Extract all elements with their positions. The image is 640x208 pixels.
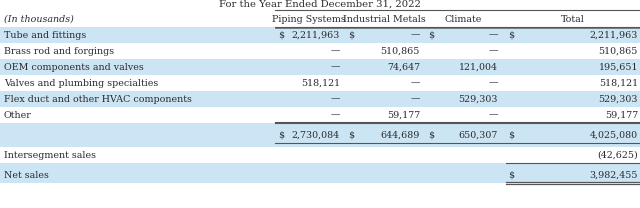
Text: 518,121: 518,121 <box>599 78 638 88</box>
Text: 529,303: 529,303 <box>598 94 638 104</box>
Bar <box>0 59 640 75</box>
Text: —: — <box>488 110 498 120</box>
Text: $: $ <box>278 31 284 40</box>
Text: OEM components and valves: OEM components and valves <box>4 62 144 72</box>
Text: 2,211,963: 2,211,963 <box>589 31 638 40</box>
Text: Total: Total <box>561 15 585 24</box>
Text: Climate: Climate <box>444 15 482 24</box>
Text: —: — <box>330 62 340 72</box>
Text: $: $ <box>348 31 354 40</box>
Text: 518,121: 518,121 <box>301 78 340 88</box>
Text: (In thousands): (In thousands) <box>4 15 74 24</box>
Text: 529,303: 529,303 <box>458 94 498 104</box>
Text: Flex duct and other HVAC components: Flex duct and other HVAC components <box>4 94 192 104</box>
Text: 2,730,084: 2,730,084 <box>292 130 340 140</box>
Text: 3,982,455: 3,982,455 <box>589 171 638 180</box>
Text: $: $ <box>508 31 514 40</box>
Text: Brass rod and forgings: Brass rod and forgings <box>4 47 114 56</box>
Text: —: — <box>410 31 420 40</box>
Text: —: — <box>488 31 498 40</box>
Text: Piping Systems: Piping Systems <box>272 15 346 24</box>
Text: Industrial Metals: Industrial Metals <box>342 15 426 24</box>
Text: 121,004: 121,004 <box>459 62 498 72</box>
Bar <box>0 143 640 147</box>
Bar <box>0 0 640 11</box>
Text: $: $ <box>428 130 434 140</box>
Bar <box>0 147 640 163</box>
Text: For the Year Ended December 31, 2022: For the Year Ended December 31, 2022 <box>219 0 421 9</box>
Text: $: $ <box>508 171 514 180</box>
Text: 2,211,963: 2,211,963 <box>292 31 340 40</box>
Bar <box>0 167 640 183</box>
Text: —: — <box>330 110 340 120</box>
Text: 195,651: 195,651 <box>598 62 638 72</box>
Bar <box>0 91 640 107</box>
Text: —: — <box>488 47 498 56</box>
Text: (42,625): (42,625) <box>597 151 638 160</box>
Text: Net sales: Net sales <box>4 171 49 180</box>
Text: $: $ <box>278 130 284 140</box>
Text: —: — <box>410 78 420 88</box>
Text: 4,025,080: 4,025,080 <box>590 130 638 140</box>
Text: —: — <box>330 94 340 104</box>
Text: Intersegment sales: Intersegment sales <box>4 151 96 160</box>
Text: —: — <box>488 78 498 88</box>
Bar <box>0 75 640 91</box>
Text: 59,177: 59,177 <box>605 110 638 120</box>
Text: $: $ <box>428 31 434 40</box>
Bar <box>0 43 640 59</box>
Bar <box>0 11 640 27</box>
Text: —: — <box>410 94 420 104</box>
Text: 510,865: 510,865 <box>381 47 420 56</box>
Text: 510,865: 510,865 <box>598 47 638 56</box>
Text: 644,689: 644,689 <box>381 130 420 140</box>
Bar <box>0 27 640 43</box>
Text: 59,177: 59,177 <box>387 110 420 120</box>
Text: $: $ <box>348 130 354 140</box>
Text: —: — <box>330 47 340 56</box>
Bar <box>0 127 640 143</box>
Text: Tube and fittings: Tube and fittings <box>4 31 86 40</box>
Bar <box>0 123 640 127</box>
Text: 650,307: 650,307 <box>459 130 498 140</box>
Bar <box>0 163 640 167</box>
Text: Valves and plumbing specialties: Valves and plumbing specialties <box>4 78 158 88</box>
Text: 74,647: 74,647 <box>387 62 420 72</box>
Bar <box>0 107 640 123</box>
Text: $: $ <box>508 130 514 140</box>
Text: Other: Other <box>4 110 32 120</box>
